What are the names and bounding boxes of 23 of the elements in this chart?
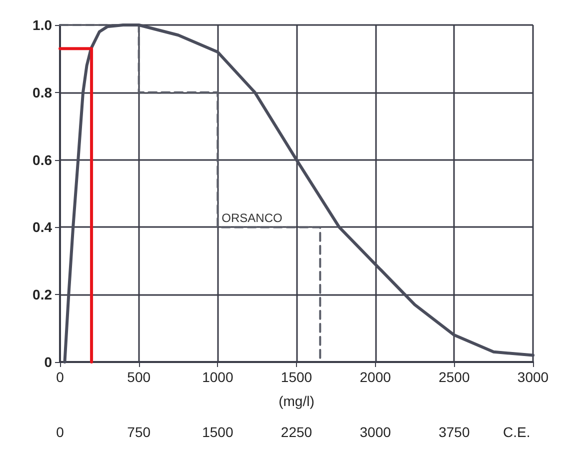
x2-tick-label: 0: [56, 424, 64, 440]
x-tick-label: 1000: [202, 369, 234, 385]
y-tick-label: 0: [44, 354, 52, 370]
y-tick-label: 0.2: [32, 286, 52, 303]
annotation: ORSANCO: [222, 211, 282, 226]
x-tick-label: 0: [56, 369, 64, 385]
x-tick-label: 500: [127, 369, 151, 385]
x-tick-label: 2500: [438, 369, 470, 385]
x2-tick-label: 3750: [438, 424, 470, 440]
x-tick-label: 2000: [360, 369, 392, 385]
x-tick-label: 1500: [280, 369, 312, 385]
y-tick-label: 0.6: [32, 152, 52, 168]
x2-tick-label: 3000: [360, 424, 392, 440]
x-axis-title: (mg/l): [278, 393, 314, 409]
y-tick-label: 0.4: [32, 219, 52, 236]
x2-tick-label: 2250: [280, 424, 312, 440]
y-tick-label: 1.0: [32, 17, 52, 33]
x2-tick-label: 750: [127, 424, 151, 440]
x-tick-label: 3000: [517, 369, 549, 385]
y-tick-label: 0.8: [32, 84, 52, 100]
x2-axis-title: C.E.: [503, 424, 530, 440]
line-series: [63, 24, 534, 364]
x2-tick-label: 1500: [202, 424, 234, 440]
